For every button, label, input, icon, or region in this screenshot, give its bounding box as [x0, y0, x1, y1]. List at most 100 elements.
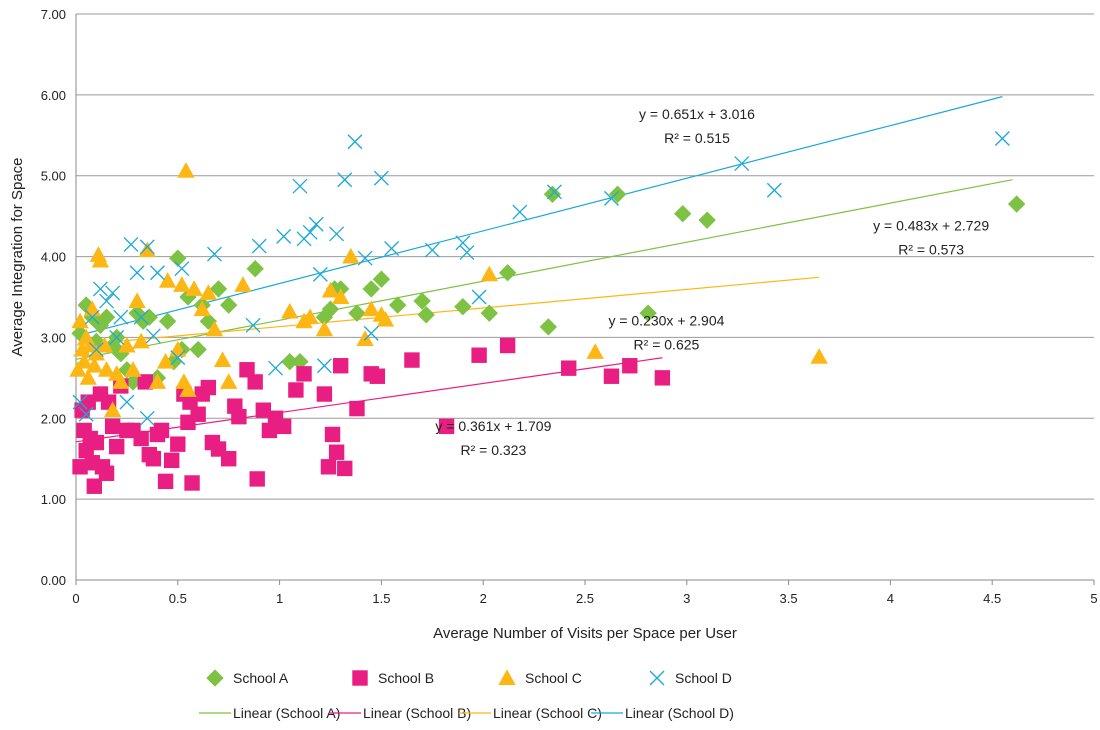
trend-r2-school-b: R² = 0.323 — [460, 442, 526, 458]
data-point-school-b — [109, 438, 125, 455]
y-tick-label: 7.00 — [41, 7, 66, 22]
data-point-school-d — [268, 360, 283, 376]
legend-label-school-d: School D — [675, 670, 732, 686]
data-point-school-c — [85, 357, 104, 373]
data-point-school-a — [112, 344, 130, 363]
data-point-school-b — [170, 436, 186, 452]
data-point-school-b — [200, 379, 217, 396]
legend-marker-school-d — [649, 670, 665, 686]
data-point-school-a — [77, 296, 95, 314]
x-tick-label: 2 — [480, 591, 487, 606]
data-point-school-c — [220, 373, 238, 389]
legend-item-school-c: School C — [498, 669, 582, 686]
data-point-school-c — [75, 353, 93, 369]
trend-equation-school-a: y = 0.483x + 2.729 — [873, 218, 989, 234]
data-point-school-a — [454, 298, 472, 316]
data-point-school-a — [315, 308, 334, 326]
data-point-school-b — [603, 368, 620, 384]
data-point-school-c — [315, 320, 334, 337]
data-point-school-d — [357, 250, 373, 266]
data-point-school-a — [281, 353, 299, 371]
tick-label-layer: 0.00 1.00 2.00 3.00 4.00 5.00 6.00 7.00 0 0.5 1 1.5… — [41, 7, 1098, 606]
data-point-school-d — [384, 241, 400, 256]
data-point-school-a — [372, 270, 391, 288]
data-point-school-d — [174, 261, 190, 277]
data-point-school-b — [296, 366, 312, 382]
data-point-school-c — [321, 281, 340, 298]
data-point-school-d — [123, 236, 139, 252]
legend-item-linear-school-a: Linear (School A) — [199, 705, 340, 721]
y-tick-label: 4.00 — [41, 250, 66, 265]
data-point-school-a — [674, 205, 692, 223]
data-point-school-a — [291, 353, 309, 371]
axes-layer — [75, 14, 1095, 585]
data-point-school-c — [71, 312, 89, 329]
legend-label-school-a: School A — [233, 670, 289, 686]
data-point-school-d — [105, 285, 121, 301]
x-tick-label: 1 — [276, 591, 283, 606]
data-point-school-c — [376, 310, 395, 327]
data-point-school-c — [177, 162, 195, 178]
data-point-school-c — [158, 272, 177, 288]
data-point-school-b — [133, 430, 149, 447]
data-point-school-d — [119, 394, 135, 410]
data-point-school-b — [654, 370, 671, 386]
y-tick-label: 2.00 — [41, 411, 66, 426]
data-point-school-c — [97, 361, 116, 377]
data-point-school-b — [137, 374, 153, 390]
data-point-school-d — [512, 204, 528, 220]
data-point-school-a — [220, 296, 238, 314]
data-point-school-a — [124, 373, 142, 391]
legend-item-linear-school-c: Linear (School C) — [459, 705, 602, 721]
data-point-school-a — [91, 316, 110, 334]
x-tick-label: 4 — [887, 591, 894, 606]
data-point-school-a — [103, 336, 122, 355]
legend-label-linear-school-c: Linear (School C) — [493, 705, 602, 721]
data-point-school-a — [639, 304, 657, 322]
data-point-school-a — [189, 340, 207, 359]
data-point-school-d — [329, 226, 345, 242]
data-point-school-b — [404, 352, 420, 368]
data-point-school-a — [498, 264, 517, 282]
data-point-school-d — [113, 309, 129, 325]
data-point-school-b — [247, 374, 263, 390]
data-point-school-a — [209, 280, 228, 298]
data-point-school-d — [133, 309, 149, 325]
data-point-school-d — [302, 224, 318, 240]
data-point-school-c — [148, 373, 167, 389]
data-point-school-d — [347, 134, 363, 150]
data-point-school-d — [84, 309, 100, 325]
data-point-school-c — [213, 351, 232, 368]
data-point-school-c — [362, 300, 380, 317]
data-point-school-a — [413, 292, 431, 310]
legend-marker-school-b — [352, 670, 368, 686]
data-point-school-c — [586, 343, 604, 359]
data-point-school-a — [362, 280, 380, 298]
data-point-school-b — [145, 451, 162, 467]
x-tick-label: 2.5 — [576, 591, 594, 606]
data-point-school-a — [97, 308, 116, 326]
data-point-school-c — [332, 288, 350, 304]
legend-item-school-d: School D — [649, 670, 732, 686]
legend-item-school-a: School A — [206, 669, 289, 687]
data-point-school-b — [337, 460, 353, 477]
data-point-school-d — [547, 184, 562, 200]
x-tick-label: 0.5 — [169, 591, 187, 606]
data-point-school-b — [88, 434, 105, 451]
data-point-school-b — [499, 337, 516, 354]
x-tick-label: 3 — [683, 591, 690, 606]
legend-label-school-b: School B — [378, 670, 434, 686]
data-point-school-d — [72, 394, 88, 410]
y-tick-label: 0.00 — [41, 573, 66, 588]
data-point-school-d — [92, 281, 108, 297]
data-point-school-b — [332, 358, 349, 374]
data-point-school-c — [342, 247, 360, 264]
points-layer — [69, 131, 1026, 494]
trend-equation-school-b: y = 0.361x + 1.709 — [435, 418, 551, 434]
data-point-school-d — [145, 328, 161, 344]
trendline-school-a — [75, 179, 1013, 360]
data-point-school-b — [288, 382, 304, 398]
y-tick-label: 6.00 — [41, 88, 66, 103]
data-point-school-d — [312, 266, 328, 282]
y-axis-label: Average Integration for Space — [9, 157, 26, 356]
